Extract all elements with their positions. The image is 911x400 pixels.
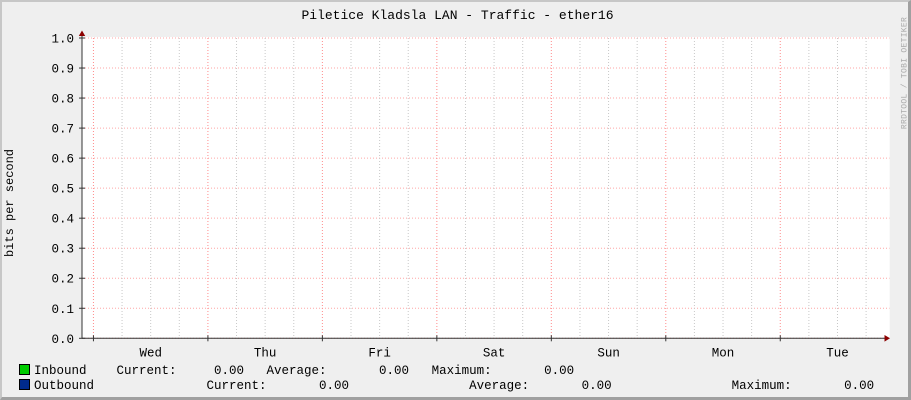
svg-text:0.2: 0.2 <box>51 273 74 287</box>
svg-text:0.1: 0.1 <box>51 303 74 317</box>
svg-text:0.0: 0.0 <box>51 333 74 347</box>
svg-text:0.6: 0.6 <box>51 153 74 167</box>
svg-text:Fri: Fri <box>368 346 391 360</box>
svg-text:Tue: Tue <box>826 346 849 360</box>
svg-text:0.4: 0.4 <box>51 213 74 227</box>
svg-text:0.8: 0.8 <box>51 93 74 107</box>
svg-text:Sat: Sat <box>483 346 506 360</box>
svg-text:Thu: Thu <box>254 346 277 360</box>
svg-text:Mon: Mon <box>712 346 735 360</box>
svg-text:0.5: 0.5 <box>51 183 74 197</box>
svg-text:Sun: Sun <box>597 346 620 360</box>
svg-text:Wed: Wed <box>139 346 162 360</box>
svg-text:1.0: 1.0 <box>51 33 74 47</box>
svg-text:0.3: 0.3 <box>51 243 74 257</box>
svg-text:0.9: 0.9 <box>51 63 74 77</box>
svg-text:0.7: 0.7 <box>51 123 74 137</box>
